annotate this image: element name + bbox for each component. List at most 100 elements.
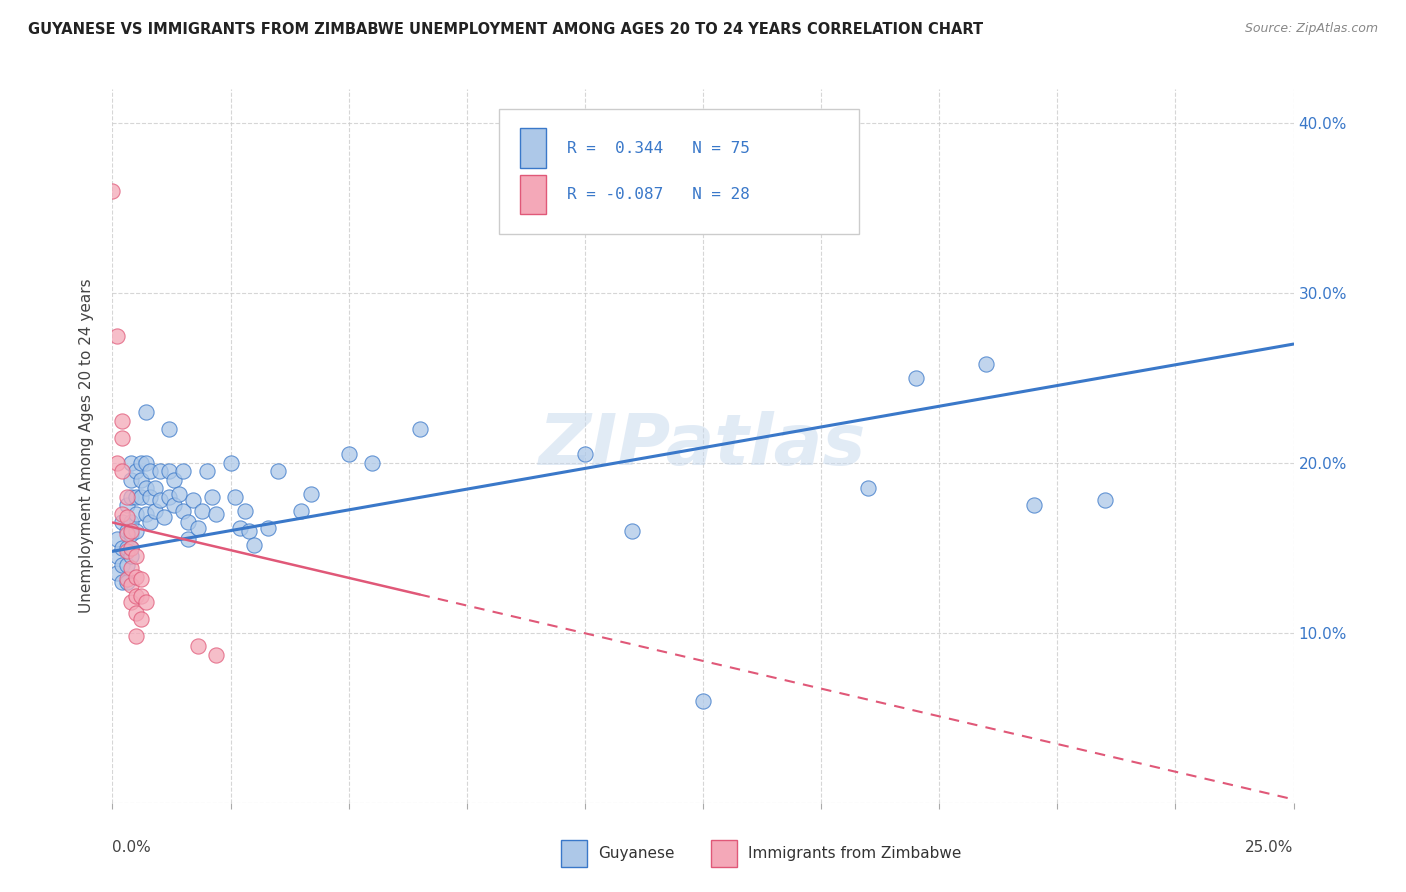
- Text: ZIPatlas: ZIPatlas: [540, 411, 866, 481]
- Text: GUYANESE VS IMMIGRANTS FROM ZIMBABWE UNEMPLOYMENT AMONG AGES 20 TO 24 YEARS CORR: GUYANESE VS IMMIGRANTS FROM ZIMBABWE UNE…: [28, 22, 983, 37]
- Point: [129, 490, 152, 504]
- Point: [186, 640, 208, 654]
- Point: [111, 516, 134, 530]
- Point: [135, 507, 157, 521]
- Point: [299, 486, 322, 500]
- Text: 0.0%: 0.0%: [112, 840, 152, 855]
- Point: [135, 482, 157, 496]
- Point: [205, 648, 228, 662]
- Point: [120, 578, 142, 592]
- Point: [111, 465, 134, 479]
- Point: [1022, 499, 1045, 513]
- Point: [163, 499, 186, 513]
- Point: [205, 507, 228, 521]
- Point: [408, 422, 430, 436]
- Point: [290, 503, 312, 517]
- Point: [125, 629, 148, 643]
- Point: [115, 490, 138, 504]
- Point: [120, 456, 142, 470]
- Point: [858, 482, 880, 496]
- Point: [157, 490, 180, 504]
- Point: [129, 612, 152, 626]
- Point: [201, 490, 224, 504]
- Point: [163, 473, 186, 487]
- Point: [129, 572, 152, 586]
- Text: R =  0.344   N = 75: R = 0.344 N = 75: [567, 141, 749, 156]
- Point: [177, 516, 200, 530]
- Point: [177, 533, 200, 547]
- Point: [111, 541, 134, 555]
- Point: [976, 358, 998, 372]
- Point: [115, 524, 138, 538]
- Point: [120, 541, 142, 555]
- Point: [120, 541, 142, 555]
- Point: [111, 558, 134, 572]
- Point: [101, 184, 124, 198]
- Point: [115, 541, 138, 555]
- Point: [120, 561, 142, 575]
- Point: [1094, 493, 1116, 508]
- Point: [243, 537, 266, 551]
- Point: [105, 566, 128, 581]
- Point: [120, 549, 142, 564]
- Point: [120, 527, 142, 541]
- Point: [157, 465, 180, 479]
- Point: [143, 482, 166, 496]
- Point: [149, 465, 172, 479]
- Point: [115, 499, 138, 513]
- Point: [125, 524, 148, 538]
- Y-axis label: Unemployment Among Ages 20 to 24 years: Unemployment Among Ages 20 to 24 years: [79, 278, 94, 614]
- Point: [125, 570, 148, 584]
- Point: [105, 549, 128, 564]
- Point: [233, 503, 256, 517]
- Point: [904, 371, 927, 385]
- Point: [120, 516, 142, 530]
- Point: [621, 524, 644, 538]
- Point: [115, 544, 138, 558]
- Point: [167, 486, 190, 500]
- Point: [224, 490, 246, 504]
- Point: [129, 473, 152, 487]
- Point: [129, 456, 152, 470]
- Point: [125, 589, 148, 603]
- Point: [139, 465, 162, 479]
- Point: [361, 456, 384, 470]
- Point: [125, 465, 148, 479]
- Point: [157, 422, 180, 436]
- Point: [143, 503, 166, 517]
- Text: Immigrants from Zimbabwe: Immigrants from Zimbabwe: [748, 847, 962, 861]
- Point: [135, 456, 157, 470]
- Point: [125, 549, 148, 564]
- Text: Source: ZipAtlas.com: Source: ZipAtlas.com: [1244, 22, 1378, 36]
- Text: Guyanese: Guyanese: [599, 847, 675, 861]
- Point: [139, 516, 162, 530]
- Point: [574, 448, 596, 462]
- Point: [181, 493, 204, 508]
- Point: [111, 574, 134, 589]
- Point: [186, 520, 208, 534]
- Point: [219, 456, 242, 470]
- Text: R = -0.087   N = 28: R = -0.087 N = 28: [567, 187, 749, 202]
- Point: [172, 503, 194, 517]
- Point: [229, 520, 252, 534]
- Point: [115, 572, 138, 586]
- Point: [125, 606, 148, 620]
- Point: [120, 524, 142, 538]
- Point: [195, 465, 218, 479]
- Point: [115, 558, 138, 572]
- Point: [105, 328, 128, 343]
- Point: [105, 456, 128, 470]
- Point: [135, 405, 157, 419]
- Point: [191, 503, 214, 517]
- Point: [115, 574, 138, 589]
- Point: [129, 589, 152, 603]
- Point: [267, 465, 290, 479]
- Point: [172, 465, 194, 479]
- Point: [111, 413, 134, 427]
- Point: [120, 473, 142, 487]
- Point: [257, 520, 280, 534]
- Point: [149, 493, 172, 508]
- Point: [125, 490, 148, 504]
- Point: [238, 524, 260, 538]
- Point: [105, 533, 128, 547]
